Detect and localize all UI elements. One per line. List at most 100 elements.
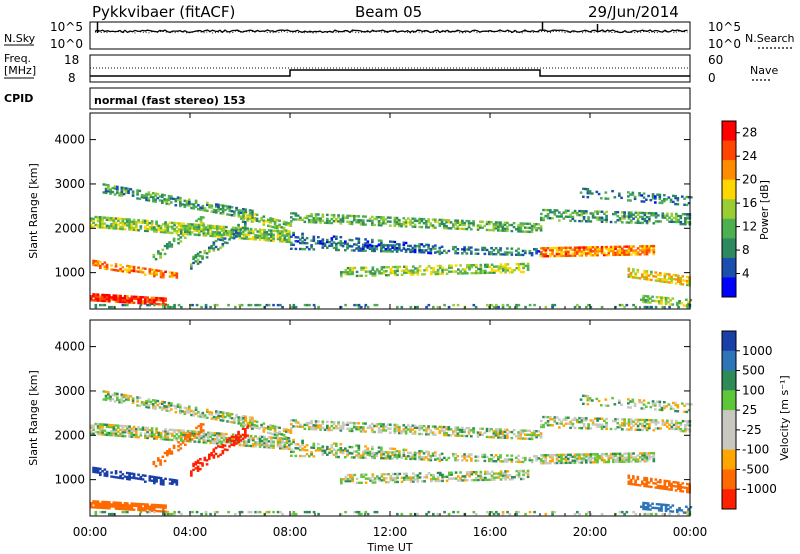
power-cell [125,191,128,194]
velocity-cell [269,432,272,435]
power-cell [335,237,338,241]
power-cell [413,246,417,249]
power-cell [201,255,204,258]
velocity-cell [237,436,240,440]
power-cell [539,227,543,230]
velocity-cell [633,404,637,408]
power-cell [246,227,249,230]
power-cell [340,275,343,278]
velocity-cell [256,441,260,444]
velocity-cell [567,453,570,457]
power-cell [407,217,410,220]
velocity-cell [483,455,487,459]
power-cell [346,214,349,217]
velocity-cell [385,477,388,480]
power-cell [484,269,487,273]
power-cell [104,189,108,193]
velocity-cell [454,477,458,480]
velocity-cell [254,443,257,446]
velocity-cell [367,477,370,480]
power-cell [389,216,392,219]
velocity-cell [454,471,458,474]
power-cell [201,208,205,212]
power-cell [609,245,613,249]
power-cell [126,264,129,268]
cpid-value: normal (fast stereo) 153 [94,94,246,107]
velocity-cell [632,456,635,459]
velocity-cell [157,431,161,435]
power-cell [221,208,225,211]
velocity-cell [558,418,561,421]
velocity-cell [484,470,487,474]
velocity-cell [436,457,439,460]
velocity-cell [104,390,108,394]
velocity-cell [422,424,426,428]
velocity-cell [283,447,287,450]
power-cell [155,230,158,233]
power-cell [110,296,113,299]
power-cell [294,212,298,215]
velocity-cell [404,455,408,459]
velocity-cell [226,448,229,452]
velocity-cell [137,426,140,429]
power-cell [162,297,165,300]
power-cell [650,214,653,217]
velocity-cell [147,400,151,403]
velocity-cell [382,450,385,454]
velocity-cell [218,434,221,437]
velocity-cell [301,441,304,445]
power-cell [221,236,225,240]
power-cell [425,269,429,272]
power-cell [506,269,510,272]
velocity-cell [212,454,216,457]
velocity-cell [247,438,251,442]
velocity-cell [296,443,300,446]
velocity-cell [350,421,354,425]
power-cell [242,214,245,217]
power-cell [99,226,102,229]
velocity-cell [139,506,143,510]
velocity-cell [394,480,397,484]
power-cell [357,221,361,224]
power-cell [162,301,165,304]
power-cell [211,234,215,238]
velocity-cell [434,451,437,454]
power-cell [685,298,688,301]
velocity-cell [639,452,642,455]
power-cell [130,220,134,223]
velocity-cell [569,422,572,426]
power-cell [629,199,632,202]
power-cell [130,224,134,227]
power-cell [658,195,662,199]
power-cell [560,248,563,252]
velocity-cell [537,434,541,437]
power-cell [679,282,682,286]
power-cell [288,238,291,242]
power-cell [132,218,136,222]
power-cell [535,226,538,230]
power-cell [294,240,298,243]
velocity-cell [210,411,214,414]
power-cell [454,249,457,253]
power-cell [103,222,107,225]
power-cell [674,202,677,206]
velocity-cell [146,507,149,510]
velocity-cell [110,471,113,474]
power-cell [164,270,167,274]
power-cell [681,279,685,282]
y-tick-label: 4000 [54,133,85,147]
power-cell [173,223,176,227]
power-cell [166,229,170,232]
velocity-cell [412,476,415,479]
power-cell [585,305,588,309]
velocity-cell [412,472,415,475]
velocity-cell [544,454,548,457]
power-cell [400,273,404,277]
velocity-cell [108,501,111,504]
power-cell [270,235,273,238]
noise-left-tick-high: 10^5 [50,20,83,34]
power-cell [582,250,586,253]
power-cell [490,252,493,256]
power-cell [472,220,475,223]
